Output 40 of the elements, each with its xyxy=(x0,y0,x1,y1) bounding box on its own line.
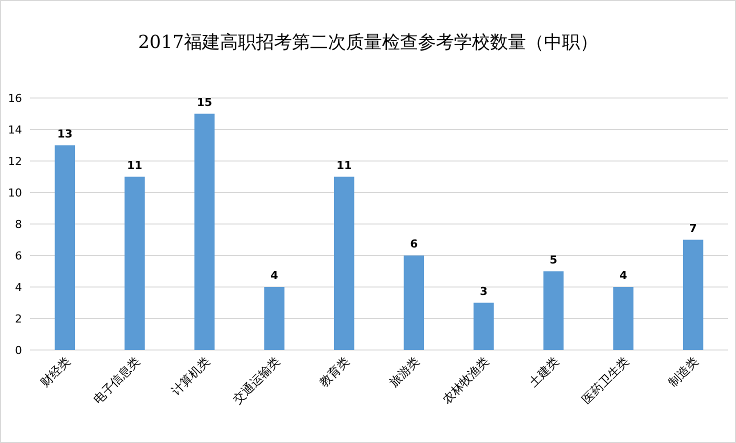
y-tick-label: 10 xyxy=(8,186,22,200)
y-tick-label: 8 xyxy=(15,218,22,231)
data-label: 7 xyxy=(689,222,697,235)
data-label: 4 xyxy=(270,269,278,282)
x-tick-label: 制造类 xyxy=(666,354,702,390)
x-tick-label: 计算机类 xyxy=(168,354,213,398)
bar xyxy=(124,176,145,350)
bar xyxy=(194,114,215,350)
bar xyxy=(543,271,564,350)
bar xyxy=(334,176,354,350)
x-tick-label: 财经类 xyxy=(38,354,74,390)
x-tick-label: 医药卫生类 xyxy=(579,354,632,407)
data-label: 15 xyxy=(196,96,212,109)
bar xyxy=(613,287,634,350)
x-tick-label: 电子信息类 xyxy=(90,354,143,407)
x-tick-label: 交通运输类 xyxy=(230,354,282,407)
chart-title: 2017福建高职招考第二次质量检查参考学校数量（中职） xyxy=(138,32,598,53)
x-tick-label: 农林牧渔类 xyxy=(439,354,492,407)
bar xyxy=(54,145,76,350)
y-tick-label: 6 xyxy=(15,250,22,262)
data-label: 11 xyxy=(336,158,352,172)
y-tick-label: 14 xyxy=(8,124,22,136)
bar xyxy=(682,240,704,350)
y-tick-label: 4 xyxy=(15,281,22,294)
data-label: 4 xyxy=(619,269,628,282)
data-label: 11 xyxy=(127,158,142,172)
data-label: 3 xyxy=(480,284,488,298)
bar xyxy=(264,287,284,350)
bar xyxy=(474,302,494,350)
x-tick-label: 土建类 xyxy=(526,354,562,390)
data-label: 13 xyxy=(57,127,73,140)
data-label: 5 xyxy=(550,253,558,266)
x-tick-label: 旅游类 xyxy=(386,354,422,390)
x-tick-label: 教育类 xyxy=(316,354,352,390)
y-tick-label: 0 xyxy=(15,344,22,357)
y-tick-label: 16 xyxy=(8,92,22,105)
y-tick-label: 12 xyxy=(8,155,22,168)
data-label: 6 xyxy=(410,238,418,250)
bar xyxy=(404,256,424,350)
y-tick-label: 2 xyxy=(15,312,22,326)
